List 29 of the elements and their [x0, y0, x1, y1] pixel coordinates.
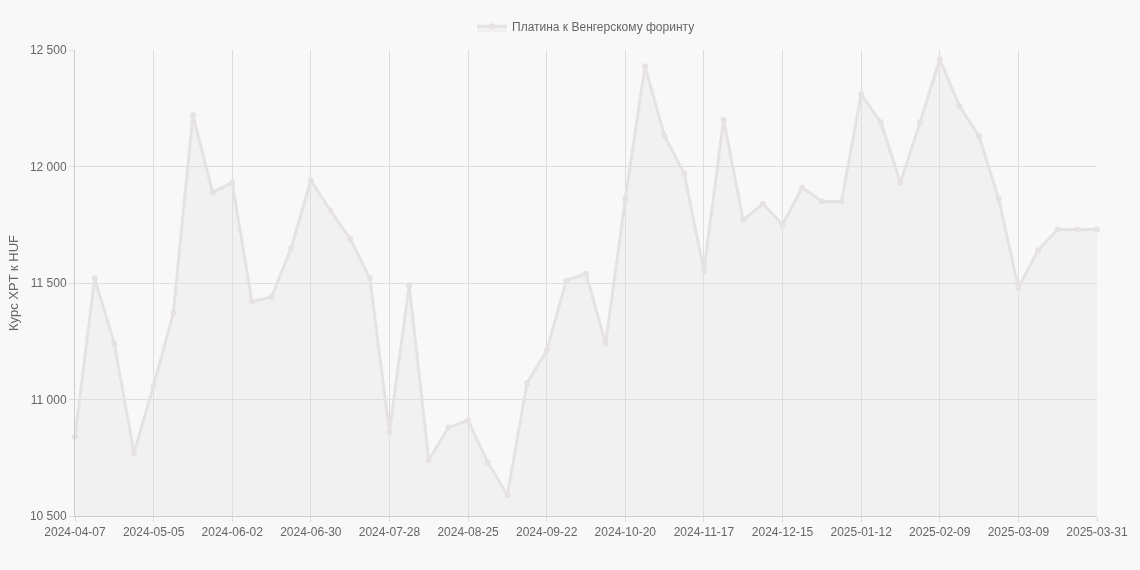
point	[91, 275, 98, 282]
x-tick-label: 2024-06-02	[201, 525, 264, 540]
x-tick-label: 2024-08-25	[437, 525, 500, 540]
point	[229, 179, 236, 186]
point	[307, 177, 314, 184]
x-tick-label: 2025-03-31	[1066, 525, 1129, 540]
point	[543, 347, 550, 354]
x-tick-label: 2024-05-05	[122, 525, 185, 540]
x-tick-label: 2024-07-28	[358, 525, 421, 540]
x-tick-label: 2024-04-07	[44, 525, 107, 540]
point	[150, 382, 157, 389]
y-tick-label: 11 000	[30, 392, 67, 407]
x-tick-label: 2025-03-09	[987, 525, 1050, 540]
x-tick-label: 2024-09-22	[515, 525, 578, 540]
x-tick-label: 2024-12-15	[751, 525, 814, 540]
y-tick-label: 12 500	[29, 43, 67, 58]
x-tick-label: 2025-02-09	[909, 525, 971, 540]
point	[563, 277, 570, 284]
x-tick-label: 2024-11-17	[673, 525, 735, 540]
legend-label: Платина к Венгерскому форинту	[512, 19, 695, 34]
y-tick-label: 10 500	[29, 509, 67, 524]
y-tick-label: 11 500	[30, 276, 67, 291]
y-tick-label: 12 000	[29, 159, 67, 174]
y-axis-title: Курс XPT к HUF	[5, 234, 21, 331]
x-tick-label: 2025-01-12	[830, 525, 893, 540]
x-tick-label: 2024-06-30	[280, 525, 342, 540]
point	[366, 275, 373, 282]
point	[406, 282, 413, 289]
x-tick-label: 2024-10-20	[594, 525, 657, 540]
